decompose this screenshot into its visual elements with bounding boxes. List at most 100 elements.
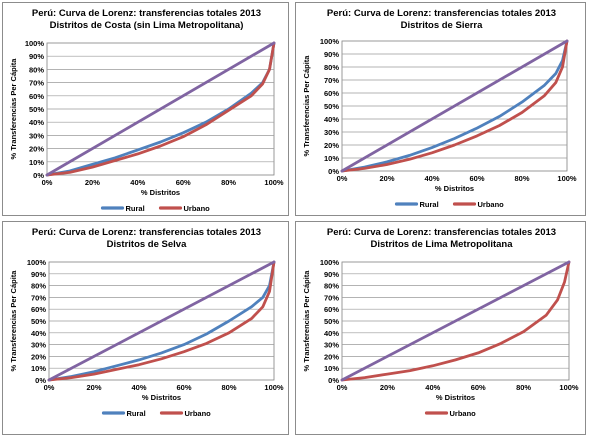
y-tick-label: 60% — [29, 92, 44, 101]
y-tick-label: 100% — [320, 258, 340, 267]
x-tick-label: 60% — [471, 383, 486, 392]
y-tick-label: 70% — [324, 293, 339, 302]
y-tick-label: 10% — [31, 364, 46, 373]
series-line-urbano — [47, 260, 276, 382]
y-tick-label: 20% — [29, 145, 44, 154]
x-tick-label: 20% — [380, 383, 395, 392]
x-tick-label: 100% — [264, 383, 284, 392]
x-tick-label: 40% — [424, 174, 439, 183]
y-tick-label: 100% — [320, 37, 340, 46]
x-axis-label: % Distritos — [141, 188, 180, 197]
y-tick-label: 40% — [31, 329, 46, 338]
equality-line — [340, 39, 569, 173]
x-tick-label: 100% — [559, 383, 579, 392]
chart-title-line: Distritos de Lima Metropolitana — [371, 239, 514, 250]
y-tick-label: 90% — [324, 270, 339, 279]
series-line-urbano — [45, 41, 276, 177]
x-tick-label: 0% — [42, 178, 53, 187]
chart-title-line: Distritos de Selva — [107, 239, 187, 250]
y-tick-label: 30% — [31, 341, 46, 350]
y-axis-label: % Transferencias Per Cápita — [9, 270, 18, 372]
y-tick-label: 20% — [31, 352, 46, 361]
y-tick-label: 10% — [29, 158, 44, 167]
y-tick-label: 90% — [324, 50, 339, 59]
x-tick-label: 80% — [221, 383, 236, 392]
y-tick-label: 0% — [33, 171, 44, 180]
x-tick-label: 60% — [176, 383, 191, 392]
x-tick-label: 20% — [85, 178, 100, 187]
y-tick-label: 80% — [29, 65, 44, 74]
x-tick-label: 100% — [557, 174, 577, 183]
y-tick-label: 80% — [324, 63, 339, 72]
legend-label: Rural — [420, 200, 439, 209]
y-tick-label: 0% — [328, 167, 339, 176]
legend-label: Rural — [126, 204, 145, 213]
x-tick-label: 40% — [425, 383, 440, 392]
y-tick-label: 40% — [324, 329, 339, 338]
y-tick-label: 0% — [328, 376, 339, 385]
x-axis-label: % Distritos — [142, 393, 181, 402]
equality-line — [47, 260, 276, 382]
x-tick-label: 80% — [514, 174, 529, 183]
chart-title-line: Perú: Curva de Lorenz: transferencias to… — [327, 8, 556, 19]
y-tick-label: 70% — [324, 76, 339, 85]
legend-label: Urbano — [185, 409, 212, 418]
equality-line — [45, 41, 276, 177]
y-tick-label: 50% — [31, 317, 46, 326]
y-tick-label: 100% — [27, 258, 47, 267]
legend-label: Urbano — [450, 409, 477, 418]
chart-svg: Perú: Curva de Lorenz: transferencias to… — [9, 8, 284, 213]
y-axis-label: % Transferencias Per Cápita — [302, 55, 311, 157]
series-line-rural — [47, 260, 276, 382]
y-tick-label: 30% — [29, 131, 44, 140]
x-tick-label: 100% — [264, 178, 284, 187]
chart-svg: Perú: Curva de Lorenz: transferencias to… — [302, 227, 579, 418]
y-tick-label: 20% — [324, 141, 339, 150]
x-tick-label: 0% — [337, 383, 348, 392]
y-tick-label: 0% — [35, 376, 46, 385]
y-tick-label: 40% — [29, 118, 44, 127]
y-tick-label: 40% — [324, 115, 339, 124]
y-tick-label: 70% — [29, 79, 44, 88]
x-tick-label: 40% — [130, 178, 145, 187]
x-axis-label: % Distritos — [435, 184, 474, 193]
y-tick-label: 50% — [324, 317, 339, 326]
series-line-urbano — [340, 39, 569, 173]
y-tick-label: 80% — [324, 282, 339, 291]
x-tick-label: 20% — [86, 383, 101, 392]
y-tick-label: 90% — [29, 52, 44, 61]
legend-label: Urbano — [478, 200, 505, 209]
y-tick-label: 20% — [324, 352, 339, 361]
x-tick-label: 80% — [221, 178, 236, 187]
chart-panel-sierra: Perú: Curva de Lorenz: transferencias to… — [295, 2, 586, 216]
y-tick-label: 50% — [29, 105, 44, 114]
chart-svg: Perú: Curva de Lorenz: transferencias to… — [302, 8, 577, 209]
legend-label: Urbano — [184, 204, 211, 213]
x-tick-label: 80% — [516, 383, 531, 392]
y-tick-label: 50% — [324, 102, 339, 111]
y-axis-label: % Transferencias Per Cápita — [9, 58, 18, 160]
y-tick-label: 60% — [31, 305, 46, 314]
y-tick-label: 90% — [31, 270, 46, 279]
x-tick-label: 60% — [469, 174, 484, 183]
y-tick-label: 30% — [324, 128, 339, 137]
chart-panel-costa: Perú: Curva de Lorenz: transferencias to… — [2, 2, 289, 216]
chart-panel-lima: Perú: Curva de Lorenz: transferencias to… — [295, 221, 586, 435]
y-tick-label: 60% — [324, 89, 339, 98]
legend-label: Rural — [127, 409, 146, 418]
y-tick-label: 70% — [31, 293, 46, 302]
x-tick-label: 60% — [176, 178, 191, 187]
y-tick-label: 30% — [324, 341, 339, 350]
y-tick-label: 100% — [25, 39, 45, 48]
x-tick-label: 20% — [379, 174, 394, 183]
y-axis-label: % Transferencias Per Cápita — [302, 270, 311, 372]
y-tick-label: 10% — [324, 364, 339, 373]
x-axis-label: % Distritos — [436, 393, 475, 402]
y-tick-label: 80% — [31, 282, 46, 291]
x-tick-label: 40% — [131, 383, 146, 392]
chart-title-line: Perú: Curva de Lorenz: transferencias to… — [32, 8, 261, 19]
series-line-rural — [340, 39, 569, 173]
y-tick-label: 60% — [324, 305, 339, 314]
chart-title-line: Distritos de Sierra — [401, 20, 484, 31]
x-tick-label: 0% — [337, 174, 348, 183]
